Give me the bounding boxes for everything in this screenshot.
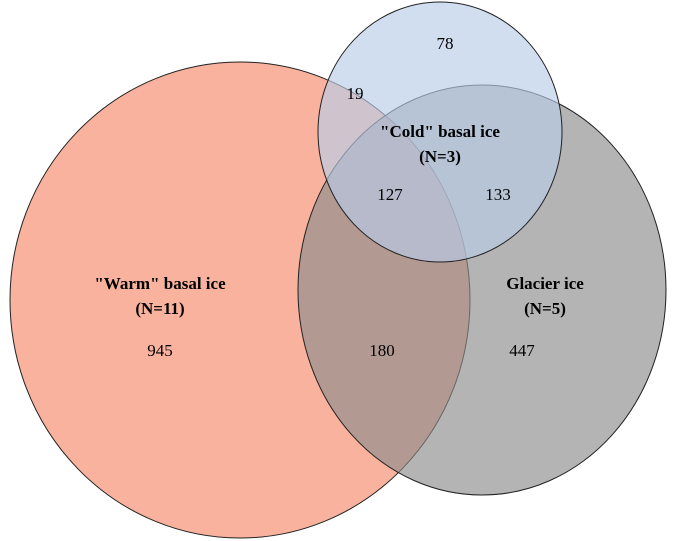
set-label: "Cold" basal ice [380,122,500,141]
region-value: 447 [509,341,535,360]
region-value: 133 [485,185,511,204]
cold-set [317,1,563,263]
region-value: 78 [437,34,454,53]
region-value: 19 [347,84,364,103]
set-label: "Warm" basal ice [94,274,226,293]
set-count: (N=11) [135,299,184,318]
region-value: 127 [377,185,403,204]
region-value: 180 [369,341,395,360]
region-value: 945 [147,341,173,360]
set-label: Glacier ice [506,274,584,293]
set-count: (N=5) [524,299,566,318]
set-count: (N=3) [419,147,461,166]
